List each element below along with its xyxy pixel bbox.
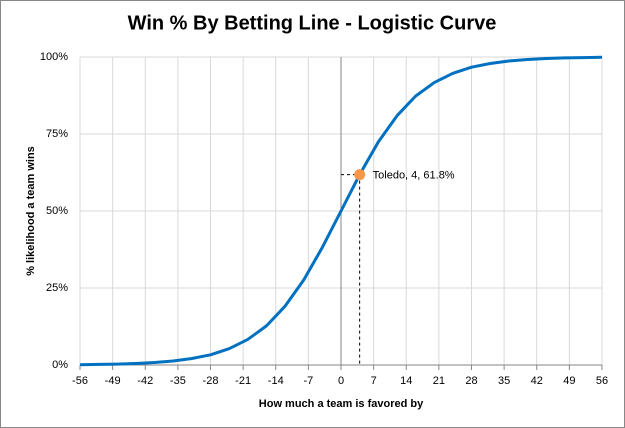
- x-tick-label: -42: [137, 375, 153, 387]
- x-tick-label: 7: [371, 375, 377, 387]
- x-tick-label: 42: [531, 375, 543, 387]
- x-tick-label: 0: [338, 375, 344, 387]
- x-tick-label: -56: [72, 375, 88, 387]
- y-tick-label: 25%: [46, 282, 68, 294]
- x-tick-label: -7: [303, 375, 313, 387]
- x-tick-label: 21: [433, 375, 445, 387]
- y-tick-label: 100%: [40, 51, 68, 63]
- x-tick-label: -14: [268, 375, 284, 387]
- y-tick-label: 50%: [46, 205, 68, 217]
- x-tick-label: 35: [498, 375, 510, 387]
- x-axis-title: How much a team is favored by: [259, 398, 424, 410]
- data-point: [354, 169, 366, 181]
- chart-title: Win % By Betting Line - Logistic Curve: [128, 12, 497, 34]
- logistic-curve: [79, 55, 603, 367]
- x-tick-label: 28: [465, 375, 477, 387]
- y-axis-title: % likelihood a team wins: [25, 146, 37, 276]
- x-tick-label: 14: [400, 375, 412, 387]
- x-tick-label: 56: [596, 375, 608, 387]
- x-tick-label: -21: [235, 375, 251, 387]
- x-tick-label: -28: [203, 375, 219, 387]
- x-tick-label: 49: [563, 375, 575, 387]
- x-tick-label: -35: [170, 375, 186, 387]
- y-tick-label: 0%: [52, 359, 68, 371]
- x-tick-label: -49: [105, 375, 121, 387]
- y-tick-label: 75%: [46, 128, 68, 140]
- point-label: Toledo, 4, 61.8%: [373, 170, 455, 182]
